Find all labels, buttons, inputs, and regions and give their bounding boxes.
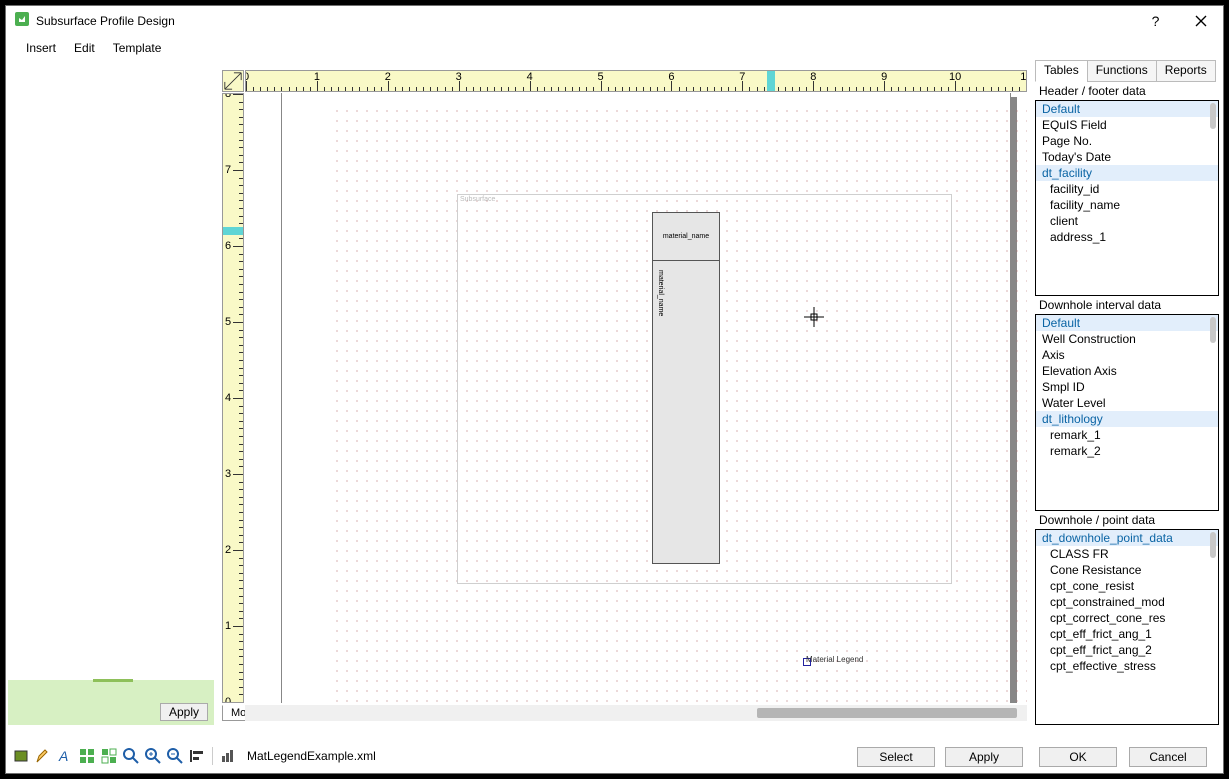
app-icon (14, 11, 30, 32)
list-downhole-point[interactable]: dt_downhole_point_dataCLASS FRCone Resis… (1035, 529, 1219, 725)
right-panel: Tables Functions Reports Header / footer… (1033, 60, 1223, 725)
list-item[interactable]: remark_1 (1036, 427, 1218, 443)
menu-insert[interactable]: Insert (26, 41, 56, 55)
tool-rectangle-icon[interactable] (12, 747, 30, 765)
subsurface-label: Subsurface (460, 196, 495, 203)
select-button[interactable]: Select (857, 747, 935, 767)
list-item[interactable]: cpt_effective_stress (1036, 658, 1218, 674)
apply-button[interactable]: Apply (945, 747, 1023, 767)
app-window: Subsurface Profile Design ? Insert Edit … (5, 5, 1224, 774)
column-header: material_name (653, 213, 719, 261)
right-tabstrip: Tables Functions Reports (1035, 60, 1219, 82)
list-item[interactable]: cpt_correct_cone_res (1036, 610, 1218, 626)
window-title: Subsurface Profile Design (36, 14, 1133, 28)
list-item[interactable]: EQuIS Field (1036, 117, 1218, 133)
tool-grid-icon[interactable] (78, 747, 96, 765)
align-left-icon[interactable] (188, 747, 206, 765)
apply-button-small[interactable]: Apply (160, 703, 208, 721)
list-item[interactable]: facility_id (1036, 181, 1218, 197)
list-item[interactable]: dt_lithology (1036, 411, 1218, 427)
list-item[interactable]: Default (1036, 315, 1218, 331)
tool-text-icon[interactable]: A (56, 747, 74, 765)
zoom-in-icon[interactable] (144, 747, 162, 765)
canvas-area: 01234567891011 012345678 Subsurface mate… (216, 60, 1033, 725)
left-pane: Apply (6, 60, 216, 725)
crosshair-icon (804, 307, 824, 327)
menubar: Insert Edit Template (6, 36, 1223, 60)
list-item[interactable]: Cone Resistance (1036, 562, 1218, 578)
ruler-horizontal[interactable]: 01234567891011 (245, 70, 1027, 92)
list-item[interactable]: Water Level (1036, 395, 1218, 411)
material-legend-label[interactable]: Material Legend (806, 655, 863, 664)
list-downhole-interval[interactable]: DefaultWell ConstructionAxisElevation Ax… (1035, 314, 1219, 511)
left-green-panel: Apply (8, 680, 214, 725)
filename-label: MatLegendExample.xml (247, 749, 376, 763)
close-button[interactable] (1178, 6, 1223, 36)
list-header-footer[interactable]: DefaultEQuIS FieldPage No.Today's Datedt… (1035, 100, 1219, 297)
menu-template[interactable]: Template (113, 41, 162, 55)
list-item[interactable]: client (1036, 213, 1218, 229)
section-downhole-interval: Downhole interval data (1035, 296, 1219, 314)
section-downhole-point: Downhole / point data (1035, 511, 1219, 529)
design-viewport[interactable]: Subsurface material_name material_name M… (245, 93, 1027, 703)
list-item[interactable]: Smpl ID (1036, 379, 1218, 395)
list-item[interactable]: Page No. (1036, 133, 1218, 149)
help-button[interactable]: ? (1133, 6, 1178, 36)
list-item[interactable]: dt_facility (1036, 165, 1218, 181)
bottom-bar: A MatLegendExample.xml Select Apply OK C… (6, 725, 1223, 773)
svg-text:A: A (58, 748, 68, 764)
list-item[interactable]: remark_2 (1036, 443, 1218, 459)
left-preview (8, 292, 214, 676)
ruler-corner (222, 70, 244, 92)
chart-icon[interactable] (219, 747, 237, 765)
ok-button[interactable]: OK (1039, 747, 1117, 767)
column-side-label: material_name (654, 263, 664, 323)
zoom-fit-icon[interactable] (122, 747, 140, 765)
zoom-out-icon[interactable] (166, 747, 184, 765)
tool-select-icon[interactable] (100, 747, 118, 765)
tab-functions[interactable]: Functions (1087, 60, 1157, 82)
list-item[interactable]: CLASS FR (1036, 546, 1218, 562)
green-bar-accent (93, 679, 133, 682)
list-item[interactable]: Elevation Axis (1036, 363, 1218, 379)
list-item[interactable]: Axis (1036, 347, 1218, 363)
list-item[interactable]: cpt_cone_resist (1036, 578, 1218, 594)
page: Subsurface material_name material_name M… (281, 93, 1011, 703)
list-item[interactable]: cpt_constrained_mod (1036, 594, 1218, 610)
toolbar: A MatLegendExample.xml (12, 745, 376, 767)
section-header-footer: Header / footer data (1035, 82, 1219, 100)
list-item[interactable]: Well Construction (1036, 331, 1218, 347)
ruler-vertical[interactable]: 012345678 (222, 93, 244, 703)
tab-tables[interactable]: Tables (1035, 60, 1088, 82)
list-item[interactable]: address_1 (1036, 229, 1218, 245)
cancel-button[interactable]: Cancel (1129, 747, 1207, 767)
list-item[interactable]: dt_downhole_point_data (1036, 530, 1218, 546)
menu-edit[interactable]: Edit (74, 41, 95, 55)
horizontal-scrollbar[interactable] (245, 705, 1027, 721)
list-item[interactable]: cpt_eff_frict_ang_2 (1036, 642, 1218, 658)
tool-pencil-icon[interactable] (34, 747, 52, 765)
tab-reports[interactable]: Reports (1156, 60, 1216, 82)
list-item[interactable]: facility_name (1036, 197, 1218, 213)
list-item[interactable]: Default (1036, 101, 1218, 117)
list-item[interactable]: cpt_eff_frict_ang_1 (1036, 626, 1218, 642)
titlebar: Subsurface Profile Design ? (6, 6, 1223, 36)
material-column[interactable]: material_name material_name (652, 212, 720, 564)
list-item[interactable]: Today's Date (1036, 149, 1218, 165)
